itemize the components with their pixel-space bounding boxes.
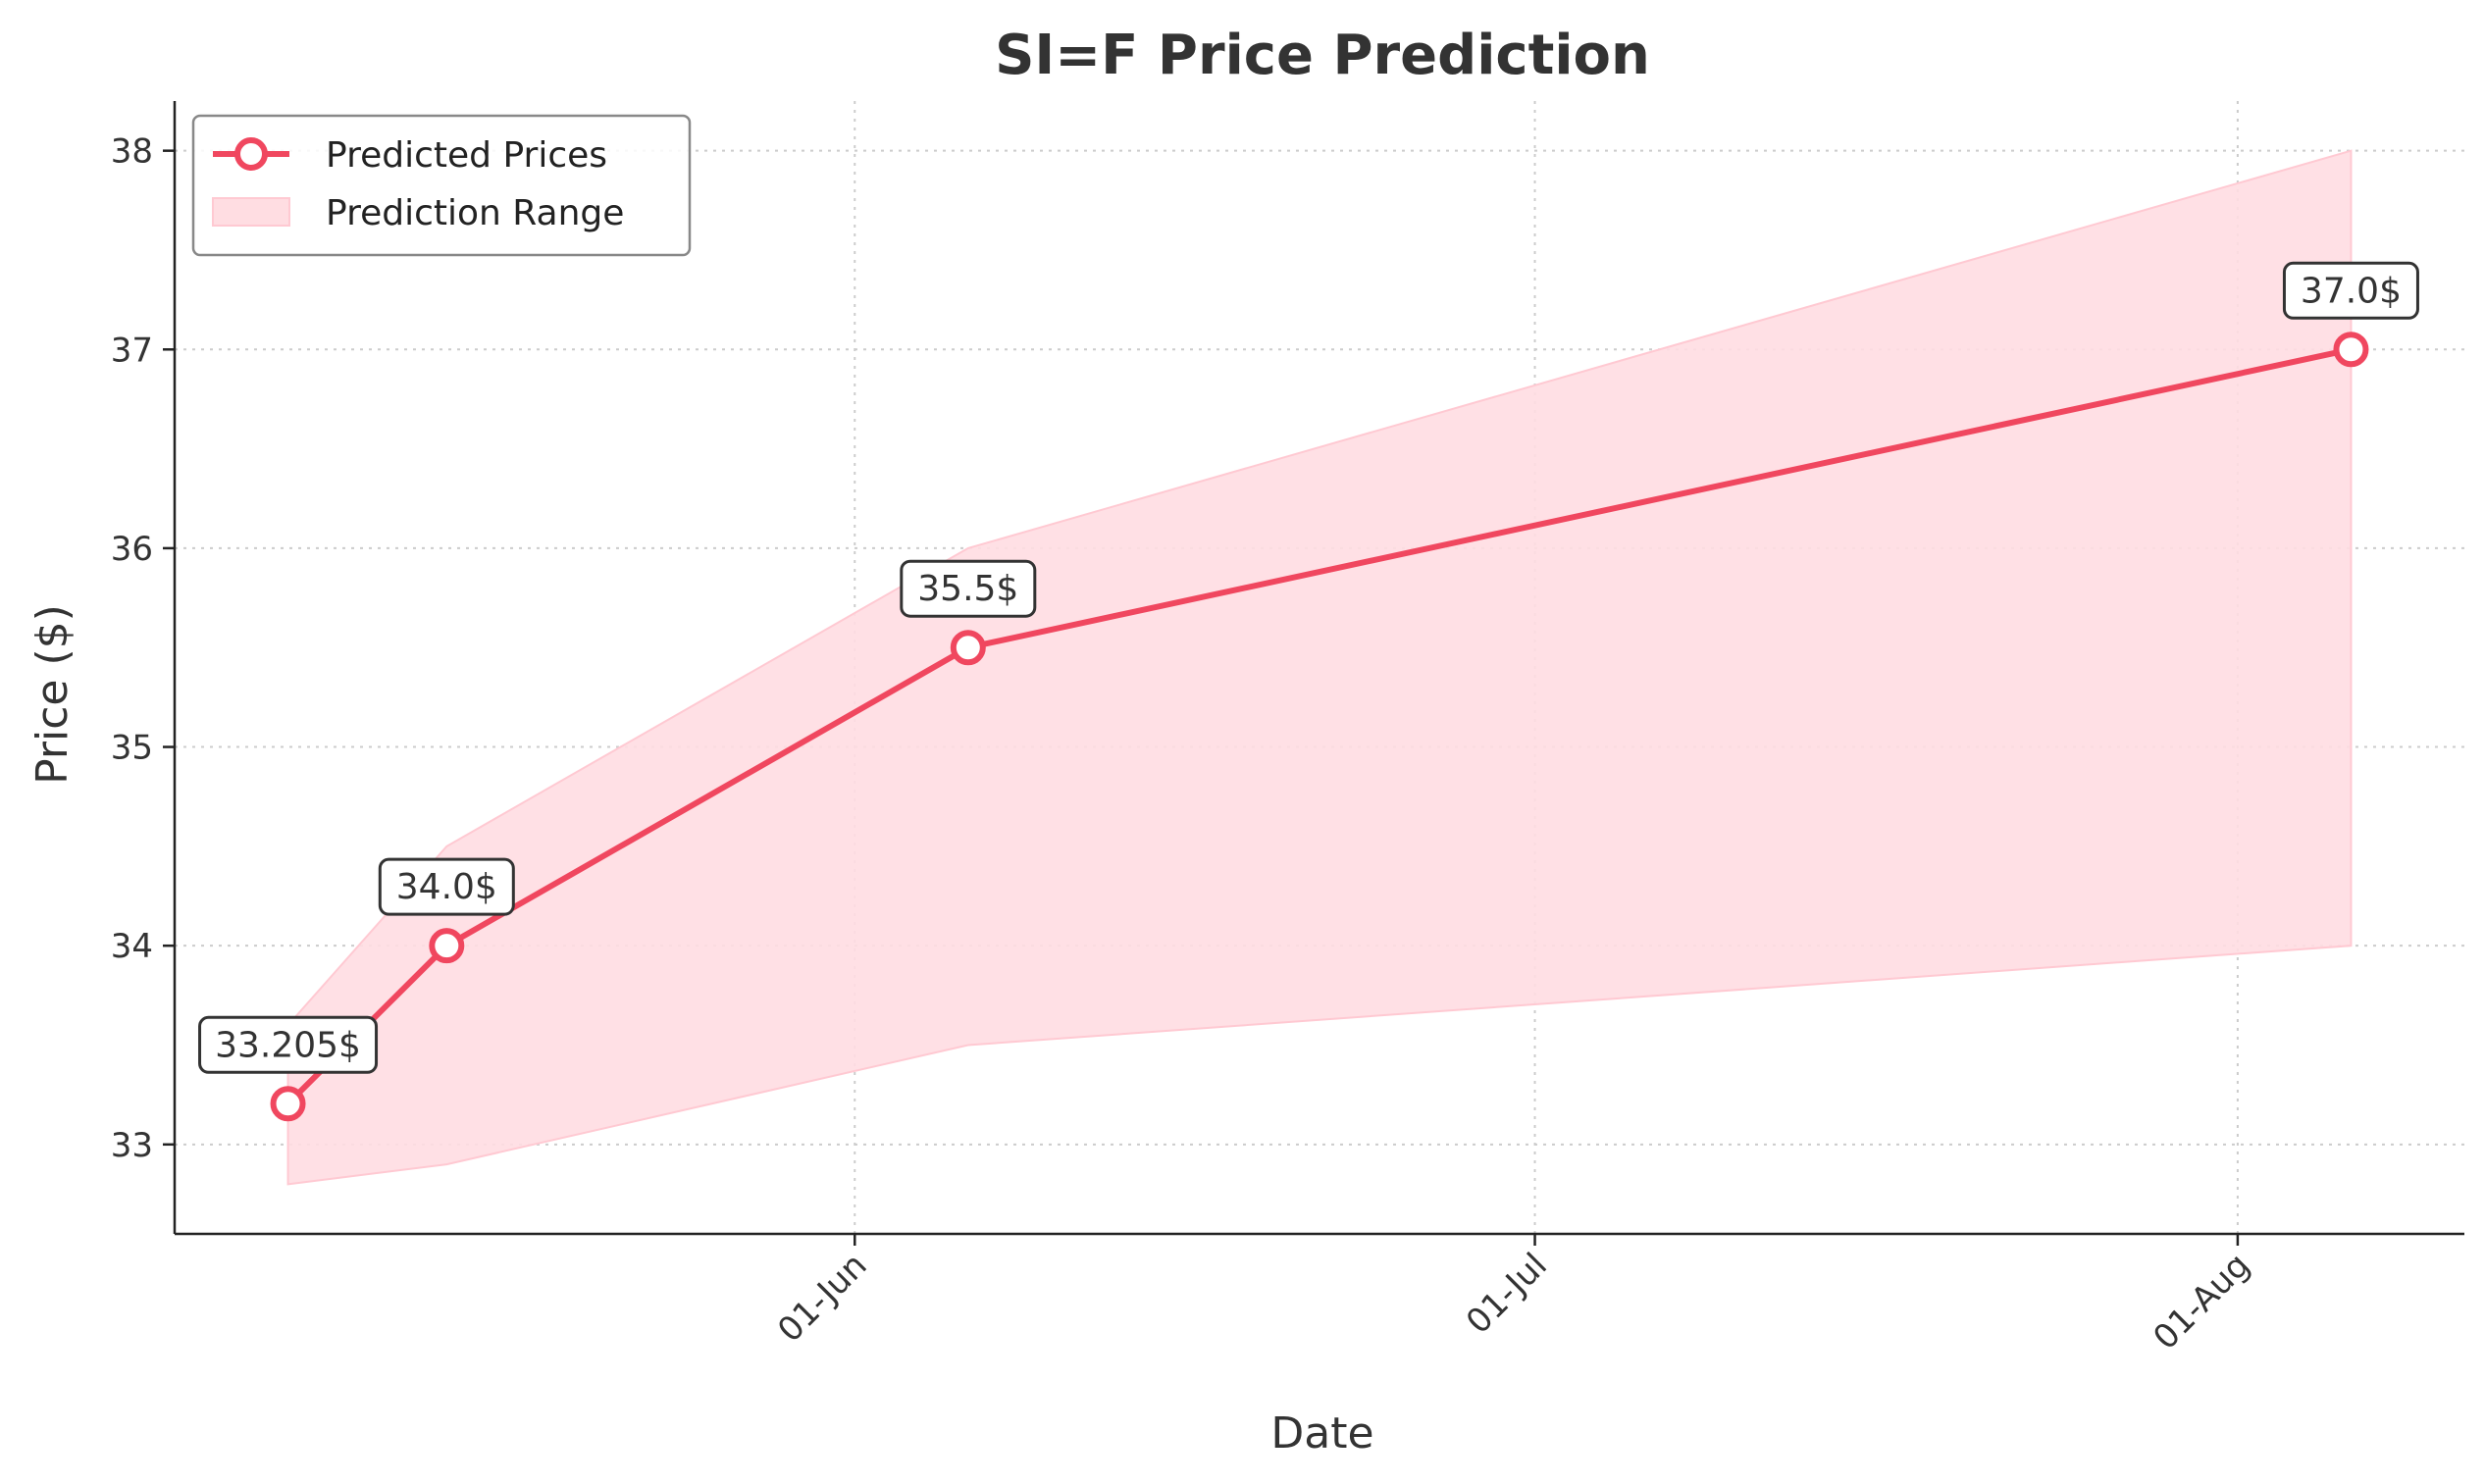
legend-marker-swatch — [234, 137, 268, 171]
y-axis-label: Price ($) — [27, 604, 78, 785]
y-tick-label: 33 — [111, 1126, 153, 1165]
predicted-price-point — [950, 630, 986, 666]
legend: Predicted Prices Prediction Range — [191, 114, 692, 257]
predicted-price-point — [2333, 332, 2369, 368]
x-tick-label: 01-Aug — [2146, 1246, 2257, 1357]
data-label-box — [198, 1015, 379, 1074]
plot-area: 33 34 35 36 37 38 01-Jun 01-Jul 01-Aug 33.205$ 34.… — [111, 101, 2464, 1357]
data-label-box — [900, 559, 1037, 618]
data-label: 34.0$ — [396, 867, 497, 907]
y-tick-label: 35 — [111, 729, 153, 768]
x-tick-label: 01-Jun — [770, 1246, 874, 1350]
legend-area-swatch — [212, 197, 290, 227]
data-label: 35.5$ — [917, 569, 1018, 609]
y-tick-label: 34 — [111, 927, 153, 966]
chart-title: SI=F Price Prediction — [995, 24, 1650, 87]
data-label: 37.0$ — [2301, 271, 2402, 311]
legend-box — [191, 114, 692, 257]
y-tick-label: 38 — [111, 132, 153, 172]
legend-label: Prediction Range — [326, 193, 624, 233]
predicted-price-point — [429, 928, 465, 964]
predicted-price-point — [270, 1086, 306, 1122]
data-label-box — [378, 857, 515, 916]
x-axis-label: Date — [1270, 1408, 1373, 1458]
y-tick-label: 36 — [111, 530, 153, 569]
data-label-box — [2282, 261, 2419, 320]
prediction-range-band — [286, 149, 2353, 1186]
legend-label: Predicted Prices — [326, 135, 607, 176]
x-tick-label: 01-Jul — [1459, 1246, 1555, 1342]
y-tick-label: 37 — [111, 331, 153, 370]
data-label: 33.205$ — [215, 1025, 361, 1065]
